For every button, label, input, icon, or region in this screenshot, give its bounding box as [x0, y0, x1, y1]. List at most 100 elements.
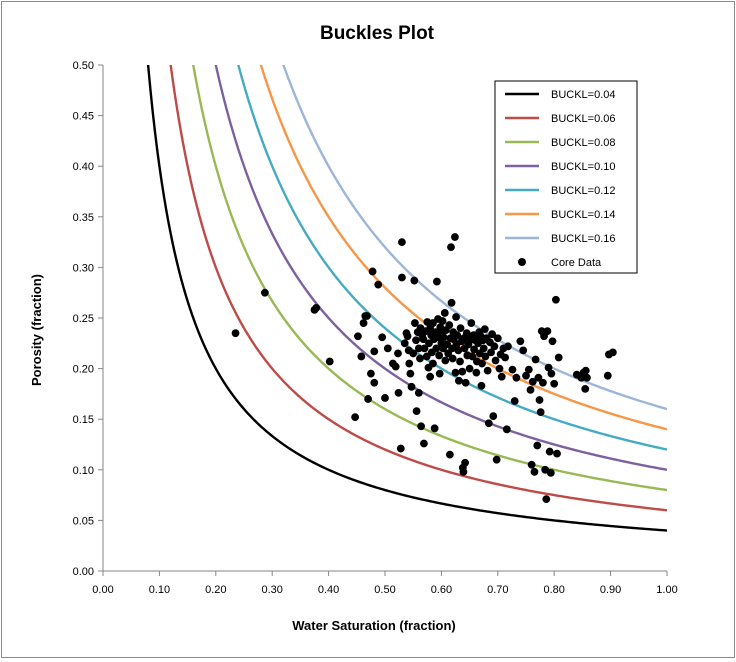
core-data-point [467, 319, 476, 327]
core-data-point [483, 366, 492, 375]
core-data-point [400, 339, 409, 348]
core-data-point [441, 356, 450, 365]
core-data-point [459, 467, 468, 476]
core-data-point [492, 455, 501, 464]
legend-box [494, 80, 638, 274]
core-data-point [551, 295, 560, 304]
core-data-point [534, 373, 543, 382]
legend: BUCKL=0.04 BUCKL=0.06 BUCKL=0.08 BUCKL=0.10… [494, 80, 638, 274]
core-data-point [420, 439, 428, 448]
curve-buckl-0-1 [214, 65, 667, 471]
core-data-point [553, 449, 561, 458]
core-data-point [419, 335, 428, 344]
core-data-point [490, 342, 499, 351]
core-data-point [430, 424, 439, 433]
legend-label: BUCKL=0.08 [551, 137, 616, 149]
core-data-point [545, 447, 554, 456]
core-data-point [528, 377, 537, 386]
curve-buckl-0-08 [192, 65, 667, 492]
core-data-point [488, 330, 497, 339]
core-data-point [368, 267, 377, 276]
core-data-point [398, 273, 406, 282]
y-tick-label: 0.40 [73, 161, 94, 173]
core-data-point [432, 344, 441, 353]
core-data-point [497, 372, 506, 381]
core-data-point [544, 363, 553, 372]
core-data-point [516, 337, 525, 346]
core-data-point [548, 337, 557, 346]
core-data-point [504, 342, 512, 351]
x-tick-label: 0.90 [600, 584, 621, 596]
core-data-point [478, 359, 486, 368]
core-data-point [435, 369, 444, 378]
core-data-point [603, 371, 612, 380]
core-data-point [489, 412, 498, 421]
core-data-point [410, 276, 419, 285]
core-data-point [410, 319, 419, 327]
core-data-point [420, 344, 429, 353]
legend-marker [518, 258, 526, 266]
core-data-point [435, 351, 444, 360]
core-data-point [378, 333, 387, 342]
core-data-point [461, 458, 469, 467]
y-tick-label: 0.05 [73, 515, 94, 527]
core-data-point [260, 288, 269, 297]
core-data-point [432, 277, 441, 286]
core-data-point [354, 332, 362, 341]
x-tick-label: 0.50 [374, 584, 395, 596]
core-data-point [370, 378, 379, 387]
core-data-point [546, 468, 555, 477]
core-data-point [445, 450, 454, 459]
core-data-point [581, 384, 590, 393]
legend-label: BUCKL=0.14 [551, 209, 616, 221]
x-tick-label: 0.10 [149, 584, 170, 596]
x-tick-label: 0.60 [431, 584, 452, 596]
core-data-point [451, 233, 459, 241]
core-data-point [512, 373, 521, 382]
core-data-point [438, 317, 447, 325]
core-data-point [479, 344, 488, 353]
chart-title: Buckles Plot [320, 23, 435, 44]
core-data-point [398, 238, 406, 247]
core-data-point [581, 366, 590, 375]
core-data-point [531, 355, 540, 364]
core-data-point [407, 382, 416, 391]
core-data-point [484, 419, 493, 428]
core-data-point [527, 460, 536, 469]
core-data-point [451, 368, 460, 377]
x-tick-label: 0.80 [543, 584, 564, 596]
core-data-point [493, 334, 502, 343]
core-data-point [462, 329, 471, 338]
core-data-point [533, 441, 542, 450]
core-data-point [351, 413, 360, 422]
y-tick-label: 0.50 [73, 60, 94, 72]
core-data-point [501, 353, 510, 362]
core-data-point [414, 388, 423, 397]
legend-label: BUCKL=0.10 [551, 161, 616, 173]
core-data-point [364, 395, 372, 403]
core-data-point [448, 354, 457, 363]
core-data-point [391, 362, 400, 371]
core-data-point [524, 365, 533, 374]
x-tick-label: 0.00 [92, 584, 113, 596]
core-data-point [522, 371, 530, 380]
core-data-point [453, 331, 462, 340]
core-data-point [416, 354, 424, 363]
core-data-point [481, 352, 490, 361]
x-tick-label: 0.40 [318, 584, 339, 596]
core-data-point [403, 332, 412, 341]
x-axis-label: Water Saturation (fraction) [292, 618, 455, 633]
y-tick-label: 0.30 [73, 262, 94, 274]
core-data-point [312, 303, 321, 312]
core-data-point [535, 396, 544, 404]
core-data-point [480, 325, 489, 334]
core-data-point [539, 378, 547, 387]
core-data-point [396, 444, 405, 453]
core-data-point [502, 425, 511, 434]
core-data-point [445, 321, 454, 329]
core-data-point [414, 344, 423, 353]
y-axis-label: Porosity (fraction) [29, 274, 44, 386]
core-data-point [495, 364, 504, 373]
core-data-points [231, 233, 617, 504]
core-data-point [472, 368, 481, 377]
